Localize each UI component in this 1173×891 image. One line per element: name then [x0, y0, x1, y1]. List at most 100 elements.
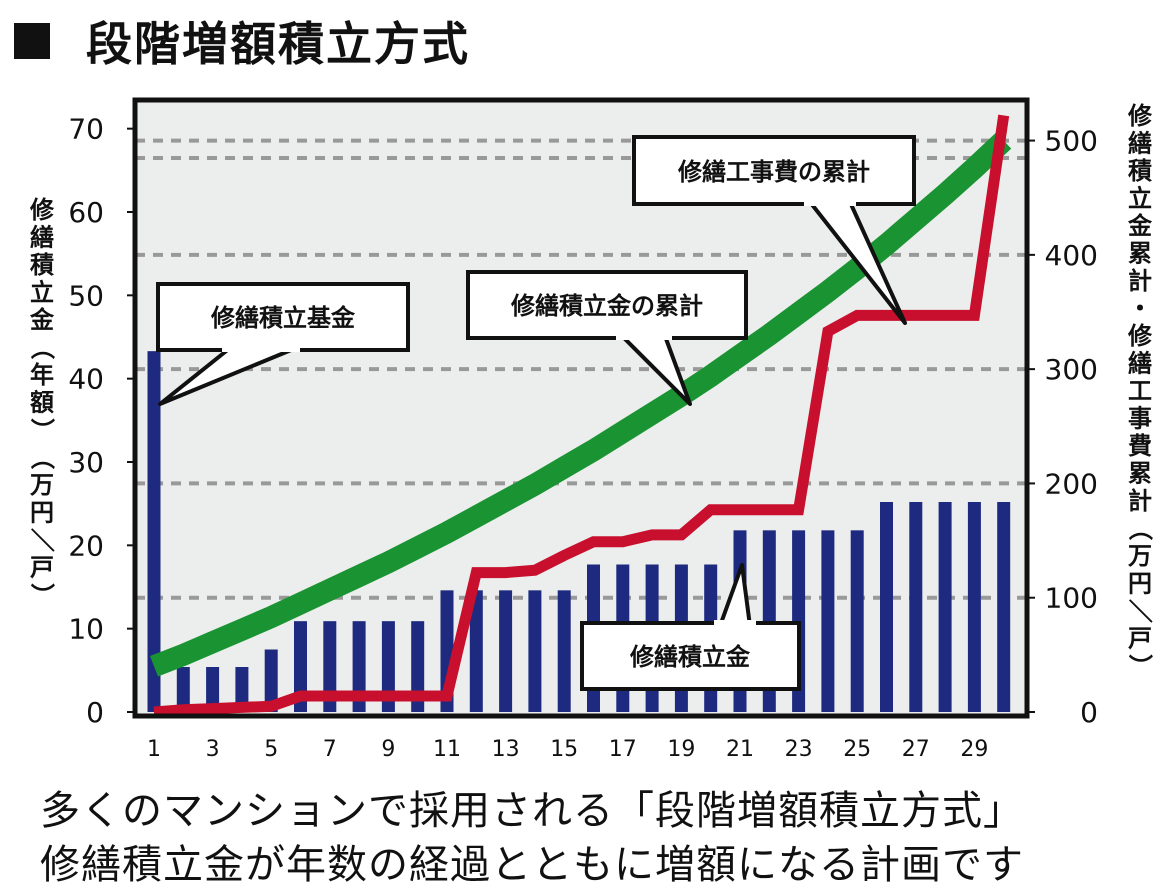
- x-tick-label: 25: [843, 737, 871, 762]
- axis-label-char: 繕: [1128, 130, 1152, 158]
- axis-label-char: 繕: [1128, 350, 1152, 378]
- x-axis-ticks: 1 3 5 7 9 11 13 15 17 19 21 23 25 27 29: [147, 737, 988, 762]
- left-tick-label: 40: [68, 363, 104, 396]
- bar: [323, 621, 337, 712]
- caption-line-1: 多くのマンションで採用される「段階増額積立方式」: [40, 788, 1024, 834]
- axis-label-char: ）: [28, 418, 56, 442]
- bar: [557, 590, 571, 712]
- x-tick-label: 7: [323, 737, 337, 762]
- x-tick-label: 21: [726, 737, 754, 762]
- title-square-icon: [14, 23, 50, 59]
- callout-fund: 修繕積立基金: [156, 282, 410, 406]
- x-tick-label: 13: [492, 737, 520, 762]
- axis-label-char: 円: [30, 499, 54, 527]
- right-tick-label: 500: [1045, 125, 1098, 158]
- bar: [235, 667, 249, 712]
- callout-savings-cumulative-text: 修繕積立金の累計: [510, 292, 703, 320]
- bar: [264, 649, 278, 712]
- x-tick-label: 1: [147, 737, 161, 762]
- bar: [206, 667, 220, 712]
- bar: [176, 667, 190, 712]
- right-tick-label: 100: [1045, 582, 1098, 615]
- axis-label-char: 繕: [30, 224, 54, 252]
- axis-label-char: 修: [29, 196, 55, 224]
- left-tick-label: 50: [68, 279, 104, 312]
- series-line: [153, 114, 1010, 718]
- x-tick-label: 19: [667, 737, 695, 762]
- axis-label-char: 年: [30, 361, 54, 389]
- callout-fund-text: 修繕積立基金: [210, 304, 356, 332]
- axis-label-char: ／: [28, 528, 56, 552]
- axis-label-char: 計: [1128, 267, 1152, 295]
- x-tick-label: 9: [381, 737, 395, 762]
- bar: [850, 530, 864, 712]
- axis-label-char: （: [28, 446, 56, 470]
- left-tick-label: 10: [68, 613, 104, 646]
- axis-label-char: 万: [30, 471, 54, 499]
- left-tick-label: 70: [68, 113, 104, 146]
- axis-label-char: 累: [1128, 460, 1152, 488]
- left-tick-label: 60: [68, 196, 104, 229]
- bar: [938, 502, 952, 712]
- right-tick-label: 0: [1080, 696, 1098, 729]
- bar: [909, 502, 923, 712]
- axis-label-char: 費: [1128, 432, 1152, 460]
- axis-label-char: 戸: [30, 554, 54, 582]
- axis-label-char: ・: [1128, 295, 1152, 323]
- axis-label-char: 積: [1128, 157, 1152, 185]
- callout-savings-annual-text: 修繕積立金: [629, 643, 751, 671]
- axis-label-char: （: [1126, 517, 1154, 541]
- x-tick-label: 17: [609, 737, 637, 762]
- plot-frame: [132, 97, 1030, 719]
- axis-label-char: 修: [1127, 322, 1153, 350]
- callout-savings-annual: 修繕積立金: [580, 563, 801, 691]
- axis-label-char: 戸: [1128, 625, 1152, 653]
- bar: [294, 621, 307, 712]
- x-tick-label: 15: [550, 737, 578, 762]
- axis-label-char: 立: [30, 279, 54, 307]
- bar: [880, 502, 893, 712]
- right-tick-label: 300: [1045, 353, 1098, 386]
- bar: [967, 502, 981, 712]
- axis-label-char: 修: [1127, 102, 1153, 130]
- axis-label-char: 万: [1128, 542, 1152, 570]
- axis-label-char: 円: [1128, 570, 1152, 598]
- bar: [352, 621, 366, 712]
- axis-label-char: 金: [1127, 212, 1153, 240]
- axis-label-char: 積: [30, 251, 54, 279]
- caption-line-2: 修繕積立金が年数の経過とともに増額になる計画です: [40, 842, 1024, 888]
- x-tick-label: 3: [206, 737, 220, 762]
- page-title: 段階増額積立方式: [86, 17, 470, 71]
- axis-label-char: 累: [1128, 240, 1152, 268]
- axis-label-char: 金: [29, 306, 55, 334]
- left-axis-label: 修繕積立金（年額）（万円／戸）: [28, 196, 56, 607]
- bar: [147, 351, 161, 712]
- axis-label-char: ／: [1126, 599, 1154, 623]
- axis-label-char: 計: [1128, 487, 1152, 515]
- x-tick-label: 5: [264, 737, 278, 762]
- axis-label-char: ）: [28, 583, 56, 607]
- axis-label-char: 額: [30, 389, 54, 417]
- callout-repair-cumulative: 修繕工事費の累計: [632, 135, 916, 325]
- bar: [381, 621, 395, 712]
- axis-label-char: 事: [1128, 405, 1152, 433]
- title-row: 段階増額積立方式: [14, 8, 470, 74]
- axis-label-char: ）: [1126, 654, 1154, 678]
- bar: [997, 502, 1011, 712]
- bar: [411, 621, 425, 712]
- left-tick-label: 20: [68, 529, 104, 562]
- x-tick-label: 27: [902, 737, 930, 762]
- right-axis-ticks: 0 100 200 300 400 500: [1027, 125, 1098, 729]
- bar: [821, 530, 835, 712]
- x-tick-label: 23: [785, 737, 813, 762]
- callout-savings-cumulative: 修繕積立金の累計: [466, 270, 748, 406]
- axis-label-char: 立: [1128, 185, 1152, 213]
- left-axis-ticks: 0 10 20 30 40 50 60 70: [68, 113, 135, 729]
- right-tick-label: 200: [1045, 467, 1098, 500]
- bar: [499, 590, 513, 712]
- x-tick-label: 11: [433, 737, 461, 762]
- callout-repair-cumulative-text: 修繕工事費の累計: [677, 158, 870, 186]
- bar: [528, 590, 542, 712]
